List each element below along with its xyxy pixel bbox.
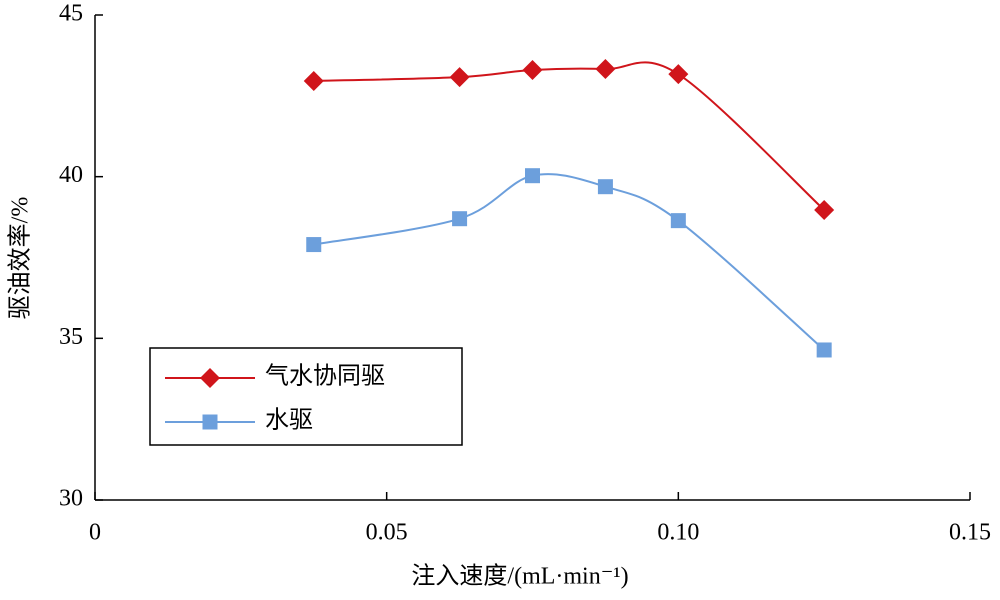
x-tick-label: 0 — [89, 520, 101, 546]
series-line — [313, 61, 825, 211]
data-point — [816, 342, 832, 358]
data-point — [668, 64, 689, 85]
data-point — [452, 211, 468, 227]
x-tick-label: 0.15 — [949, 520, 991, 546]
y-tick-label: 45 — [59, 1, 83, 27]
x-tick-label: 0.05 — [366, 520, 408, 546]
legend-box — [149, 347, 463, 446]
data-point — [670, 213, 686, 229]
y-tick-label: 30 — [59, 486, 83, 512]
data-point — [525, 168, 540, 184]
legend-marker — [202, 414, 218, 430]
x-tick-label: 0.10 — [657, 520, 699, 546]
x-axis-label: 注入速度/(mL·min⁻¹) — [411, 563, 628, 590]
y-tick-label: 35 — [59, 324, 83, 350]
legend-label: 气水协同驱 — [265, 363, 385, 390]
legend-marker — [200, 368, 220, 388]
data-point — [814, 199, 835, 220]
data-point — [522, 59, 543, 80]
y-axis-label: 驱油效率/% — [7, 197, 34, 320]
legend-label: 水驱 — [265, 407, 313, 434]
data-point — [595, 58, 616, 79]
data-point — [597, 179, 613, 195]
series-line — [313, 173, 825, 351]
y-tick-label: 40 — [59, 162, 83, 188]
data-point — [449, 67, 470, 88]
data-point — [306, 237, 322, 253]
data-point — [303, 70, 324, 91]
